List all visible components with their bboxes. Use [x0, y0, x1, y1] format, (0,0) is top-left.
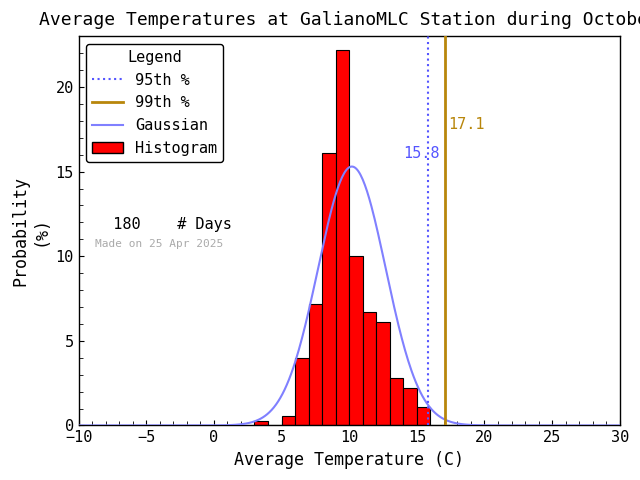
Bar [295, 358, 308, 425]
Bar [308, 304, 322, 425]
Y-axis label: Probability
(%): Probability (%) [11, 176, 50, 286]
Bar [363, 312, 376, 425]
Bar [322, 153, 335, 425]
Bar [255, 421, 268, 425]
Bar [376, 322, 390, 425]
X-axis label: Average Temperature (C): Average Temperature (C) [234, 451, 464, 469]
Bar [390, 378, 403, 425]
Text: Made on 25 Apr 2025: Made on 25 Apr 2025 [95, 239, 223, 249]
Title: Average Temperatures at GalianoMLC Station during October: Average Temperatures at GalianoMLC Stati… [39, 11, 640, 29]
Bar [403, 388, 417, 425]
Text: 17.1: 17.1 [448, 117, 484, 132]
Bar [335, 50, 349, 425]
Bar [417, 407, 430, 425]
Bar [349, 256, 363, 425]
Bar [282, 416, 295, 425]
Legend: 95th %, 99th %, Gaussian, Histogram: 95th %, 99th %, Gaussian, Histogram [86, 44, 223, 162]
Text: 180    # Days: 180 # Days [95, 217, 232, 232]
Text: 15.8: 15.8 [403, 146, 440, 161]
